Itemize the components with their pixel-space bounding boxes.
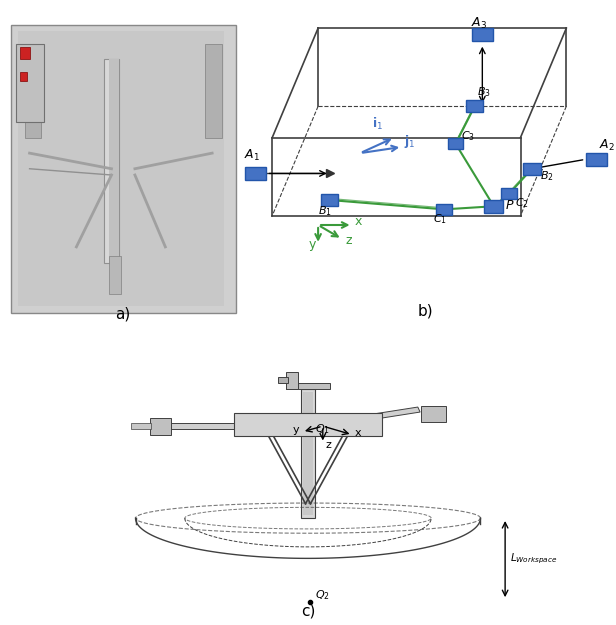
Bar xyxy=(301,389,315,518)
Bar xyxy=(245,167,265,180)
Text: x: x xyxy=(354,215,362,228)
Text: $C_3$: $C_3$ xyxy=(461,129,476,143)
Bar xyxy=(234,413,382,436)
Bar xyxy=(421,406,446,422)
Text: $C_1$: $C_1$ xyxy=(432,212,447,226)
Bar xyxy=(586,152,607,166)
Text: $B_3$: $B_3$ xyxy=(477,85,490,99)
Bar xyxy=(109,59,118,262)
Bar xyxy=(150,418,171,435)
Bar xyxy=(170,423,301,429)
Text: a): a) xyxy=(116,307,131,322)
Text: $B_2$: $B_2$ xyxy=(540,169,553,184)
Bar xyxy=(524,162,541,174)
Text: x: x xyxy=(355,428,362,438)
Text: y: y xyxy=(292,425,299,435)
Text: $L_{Workspace}$: $L_{Workspace}$ xyxy=(510,552,557,566)
Bar xyxy=(286,383,330,389)
Bar xyxy=(109,256,121,294)
Bar xyxy=(15,44,44,122)
Text: z: z xyxy=(325,440,331,450)
Text: z: z xyxy=(346,234,352,247)
Text: $A_2$: $A_2$ xyxy=(599,138,615,152)
Bar xyxy=(437,204,452,215)
Text: $A_3$: $A_3$ xyxy=(471,16,487,31)
Bar xyxy=(25,44,41,138)
Text: $\mathbf{i}_1$: $\mathbf{i}_1$ xyxy=(371,116,383,132)
Bar xyxy=(20,47,30,59)
Bar xyxy=(205,44,222,138)
Bar xyxy=(448,138,463,149)
Text: b): b) xyxy=(417,304,433,319)
Bar xyxy=(105,59,118,262)
Text: y: y xyxy=(309,238,316,251)
Bar xyxy=(131,422,152,429)
Bar xyxy=(20,72,27,81)
Bar xyxy=(286,371,298,389)
Text: $\mathbf{j}_1$: $\mathbf{j}_1$ xyxy=(404,133,416,150)
Bar xyxy=(303,392,313,515)
Bar xyxy=(313,407,420,428)
Text: $A_1$: $A_1$ xyxy=(244,148,259,164)
Bar xyxy=(472,28,493,41)
Text: $C_2$: $C_2$ xyxy=(515,196,529,210)
Text: $Q_1$: $Q_1$ xyxy=(315,422,330,436)
Bar xyxy=(466,100,484,112)
Bar xyxy=(484,200,503,212)
Text: $P$: $P$ xyxy=(505,199,515,212)
Text: c): c) xyxy=(301,604,315,619)
Text: $Q_2$: $Q_2$ xyxy=(315,589,330,602)
Bar xyxy=(321,194,338,206)
Bar xyxy=(278,378,288,383)
Bar xyxy=(501,188,517,199)
Bar xyxy=(18,31,224,306)
Text: $B_1$: $B_1$ xyxy=(318,204,332,218)
